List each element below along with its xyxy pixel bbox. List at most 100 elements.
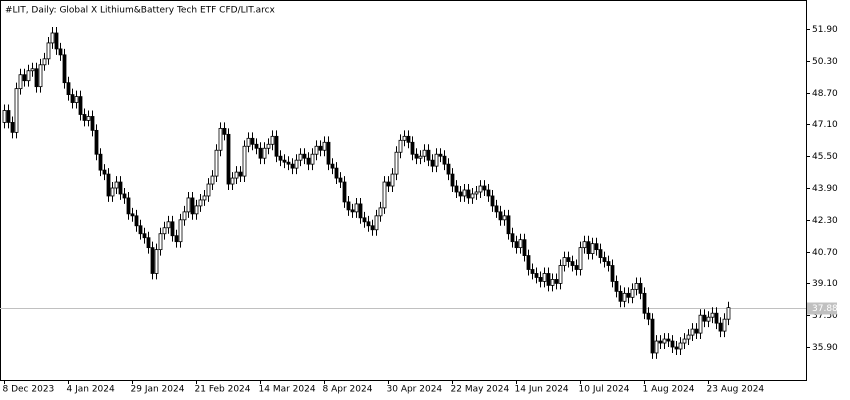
chart-title: #LIT, Daily: Global X Lithium&Battery Te… — [5, 6, 276, 16]
candle-body — [82, 114, 87, 121]
candle-body — [166, 221, 171, 229]
candle-body — [338, 177, 343, 183]
candle-body — [354, 203, 359, 213]
candle-body — [538, 277, 543, 282]
candle-body — [86, 116, 91, 121]
x-tick-label: 8 Apr 2024 — [323, 385, 373, 395]
candle-body — [326, 141, 331, 165]
candle-body — [174, 235, 179, 243]
candle-body — [502, 215, 507, 221]
candle-body — [358, 203, 363, 219]
candle-body — [58, 48, 63, 56]
candle-body — [482, 185, 487, 191]
candle-body — [646, 312, 651, 320]
candle-body — [698, 314, 703, 334]
candle-body — [206, 183, 211, 197]
candle-body — [618, 290, 623, 302]
candle-body — [650, 318, 655, 354]
candle-body — [54, 32, 59, 50]
candle-body — [426, 149, 431, 161]
candle-body — [718, 322, 723, 332]
y-tick-label: 42.30 — [812, 216, 838, 226]
candle-body — [402, 135, 407, 141]
candle-body — [398, 139, 403, 153]
candle-body — [214, 149, 219, 177]
candle-body — [242, 145, 247, 177]
candle-body — [198, 199, 203, 207]
candle-body — [310, 153, 315, 165]
candle-body — [238, 171, 243, 177]
candle-body — [146, 237, 151, 249]
candle-body — [490, 195, 495, 207]
candle-body — [230, 177, 235, 185]
x-tick-label: 22 May 2024 — [451, 385, 510, 395]
candle-body — [486, 189, 491, 197]
candle-body — [670, 340, 675, 348]
candle-body — [46, 42, 51, 60]
candle-body — [582, 241, 587, 249]
candle-body — [394, 151, 399, 175]
candle-body — [570, 261, 575, 266]
candle-body — [542, 273, 547, 282]
candle-body — [518, 239, 523, 249]
candle-body — [442, 155, 447, 165]
candle-body — [30, 68, 35, 72]
candle-body — [258, 147, 263, 159]
candle-body — [110, 187, 115, 197]
candle-body — [114, 181, 119, 189]
candle-body — [506, 215, 511, 235]
candle-body — [546, 273, 551, 286]
candle-body — [70, 94, 75, 103]
y-tick-label: 37.50 — [812, 311, 838, 321]
candle-body — [622, 292, 627, 302]
candle-body — [510, 233, 515, 243]
candle-body — [222, 127, 227, 135]
candle-body — [434, 153, 439, 167]
candle-body — [562, 257, 567, 266]
candle-body — [38, 64, 43, 88]
y-tick-label: 45.50 — [812, 152, 838, 162]
candle-body — [438, 153, 443, 157]
candle-body — [62, 54, 67, 84]
candle-body — [98, 153, 103, 171]
candle-body — [346, 201, 351, 211]
candle-body — [94, 129, 99, 155]
candle-body — [706, 316, 711, 322]
candle-body — [282, 159, 287, 163]
candle-body — [454, 185, 459, 193]
candle-body — [362, 217, 367, 223]
candle-body — [390, 173, 395, 187]
y-tick-label: 43.90 — [812, 184, 838, 194]
candle-body — [574, 265, 579, 270]
candle-body — [306, 157, 311, 165]
candle-body — [50, 32, 55, 44]
candle-body — [386, 181, 391, 187]
candle-body — [266, 143, 271, 149]
candle-body — [130, 213, 135, 217]
candle-body — [158, 233, 163, 251]
candle-body — [366, 221, 371, 227]
candle-body — [526, 255, 531, 270]
candle-body — [714, 312, 719, 324]
candle-body — [654, 340, 659, 354]
candle-body — [522, 239, 527, 256]
candle-body — [14, 88, 19, 133]
candle-body — [514, 241, 519, 249]
candle-body — [226, 133, 231, 185]
candle-body — [662, 338, 667, 344]
candle-body — [202, 195, 207, 201]
candle-body — [262, 147, 267, 159]
candle-body — [26, 70, 31, 82]
candle-body — [602, 257, 607, 262]
candle-body — [182, 211, 187, 221]
candle-body — [138, 225, 143, 235]
candle-body — [634, 283, 639, 290]
candle-body — [530, 269, 535, 274]
candle-body — [722, 318, 727, 332]
candle-body — [334, 167, 339, 179]
candle-body — [674, 346, 679, 350]
x-tick-label: 29 Jan 2024 — [131, 385, 185, 395]
candle-body — [78, 96, 83, 115]
x-tick-label: 4 Jan 2024 — [67, 385, 115, 395]
candle-body — [382, 181, 387, 209]
